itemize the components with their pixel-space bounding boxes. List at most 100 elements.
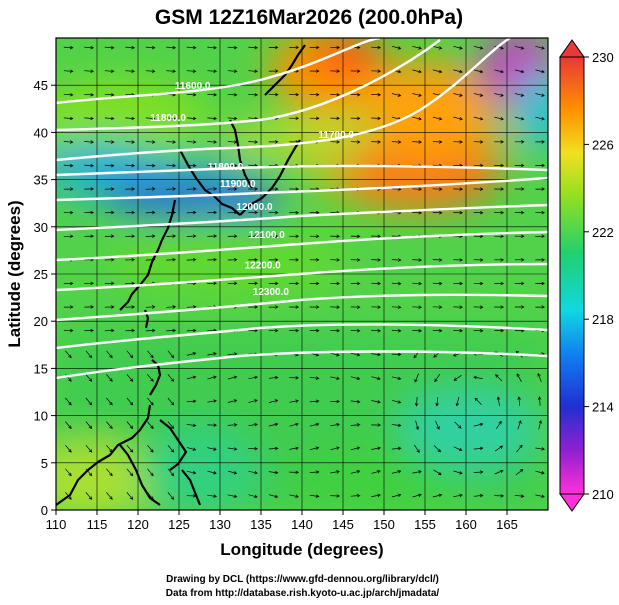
wind-vector: [535, 210, 546, 215]
wind-vector: [453, 470, 463, 475]
wind-vector: [350, 423, 361, 427]
wind-vector: [289, 210, 300, 215]
wind-vector: [167, 421, 175, 430]
wind-vector: [106, 374, 113, 382]
wind-vector: [63, 45, 74, 50]
x-tick-label: 165: [496, 517, 518, 532]
wind-vector: [166, 140, 177, 144]
wind-vector: [432, 140, 443, 144]
wind-vector: [330, 328, 341, 333]
wind-vector: [473, 446, 484, 451]
y-tick-label: 20: [34, 314, 48, 329]
wind-vector: [473, 328, 484, 333]
wind-vector: [147, 374, 154, 382]
wind-vector: [268, 422, 279, 427]
x-tick-label: 145: [332, 517, 354, 532]
wind-vector: [309, 376, 320, 380]
wind-vector: [473, 258, 484, 262]
x-tick-label: 155: [414, 517, 436, 532]
wind-vector: [453, 210, 464, 215]
wind-vector: [207, 352, 217, 356]
wind-vector: [473, 375, 483, 380]
wind-vector: [248, 305, 259, 309]
wind-vector: [474, 397, 482, 405]
wind-vector: [126, 374, 134, 382]
wind-vector: [145, 210, 156, 215]
wind-vector: [330, 116, 341, 121]
wind-vector: [268, 446, 279, 451]
wind-vector: [391, 423, 402, 428]
wind-vector: [166, 305, 177, 309]
wind-vector: [104, 163, 115, 168]
wind-vector: [494, 445, 504, 452]
wind-vector: [517, 420, 522, 430]
contour-label: 11800.0: [150, 113, 186, 124]
y-tick-label: 40: [34, 125, 48, 140]
colorbar-tick-label: 222: [592, 225, 614, 240]
wind-vector: [268, 470, 279, 475]
wind-vector: [207, 140, 218, 144]
wind-vector: [453, 45, 463, 50]
wind-vector: [453, 375, 462, 381]
wind-vector: [434, 373, 441, 383]
wind-vector: [186, 93, 197, 97]
wind-vector: [371, 45, 382, 50]
wind-vector: [494, 328, 505, 333]
wind-vector: [167, 444, 175, 453]
wind-vector: [309, 69, 320, 73]
wind-vector: [268, 45, 279, 50]
wind-vector: [309, 494, 320, 498]
wind-vector: [453, 69, 463, 74]
wind-vector: [126, 350, 134, 359]
wind-vector: [414, 373, 419, 383]
wind-vector: [350, 470, 361, 474]
wind-vector: [350, 305, 361, 309]
x-tick-label: 140: [291, 517, 313, 532]
wind-vector: [496, 420, 502, 429]
wind-vector: [106, 421, 113, 430]
y-tick-label: 10: [34, 409, 48, 424]
wind-vector: [350, 92, 361, 97]
contour-label: 12300.0: [253, 287, 290, 298]
wind-vector: [330, 69, 341, 73]
wind-vector: [227, 470, 238, 475]
wind-vector: [227, 69, 238, 73]
wind-vector: [514, 140, 525, 144]
wind-vector: [432, 69, 443, 74]
colorbar-tick-label: 214: [592, 400, 614, 415]
wind-vector: [412, 281, 423, 286]
wind-vector: [330, 399, 341, 404]
wind-vector: [289, 376, 300, 380]
wind-vector: [268, 494, 279, 499]
wind-vector: [104, 93, 115, 97]
wind-vector: [126, 468, 134, 477]
wind-vector: [535, 163, 546, 168]
wind-vector: [207, 281, 218, 286]
wind-vector: [432, 187, 443, 191]
wind-vector: [65, 444, 72, 453]
wind-vector: [227, 447, 238, 451]
wind-vector: [166, 234, 177, 238]
x-tick-label: 160: [455, 517, 477, 532]
wind-vector: [514, 305, 525, 309]
wind-vector: [289, 328, 300, 333]
wind-vector: [535, 45, 545, 50]
x-tick-label: 150: [373, 517, 395, 532]
wind-vector: [350, 400, 361, 404]
wind-vector: [535, 447, 546, 451]
wind-vector: [268, 258, 279, 262]
x-tick-label: 135: [250, 517, 272, 532]
wind-vector: [309, 470, 320, 474]
wind-vector: [412, 329, 423, 333]
wind-vector: [207, 187, 218, 191]
wind-vector: [106, 492, 113, 500]
temperature-field: 11600.0 11800.0 11700.0 11800.0 11900.0 12000…: [56, 38, 548, 510]
wind-vector: [289, 187, 300, 191]
wind-vector: [514, 45, 525, 50]
y-tick-label: 25: [34, 267, 48, 282]
wind-vector: [453, 305, 464, 309]
wind-vector: [309, 116, 320, 121]
wind-vector: [371, 258, 382, 262]
wind-vector: [391, 93, 402, 97]
